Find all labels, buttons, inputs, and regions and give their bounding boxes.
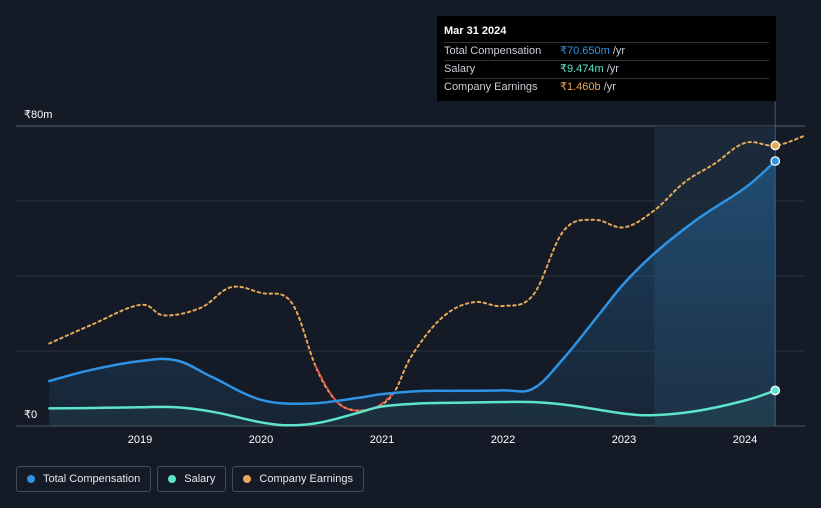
salary-line	[48, 389, 777, 427]
end-markers	[770, 140, 781, 396]
area-fills	[49, 161, 776, 426]
legend-label: Company Earnings	[259, 473, 353, 485]
tooltip-value: ₹70.650m	[560, 45, 610, 57]
series-lines	[48, 134, 807, 427]
tooltip-label: Total Compensation	[444, 45, 542, 57]
hover-tooltip: Mar 31 2024 Total Compensation ₹70.650m …	[437, 16, 776, 101]
total-compensation-marker	[770, 156, 781, 166]
tooltip-date: Mar 31 2024	[444, 25, 507, 37]
tooltip-unit: /yr	[612, 45, 626, 57]
legend-item-salary[interactable]: Salary	[157, 466, 227, 492]
axis-labels: ₹80m ₹0 2019 2020 2021 2022 2023 2024	[24, 109, 757, 446]
tooltip-value: ₹9.474m	[560, 63, 604, 75]
x-tick-2020: 2020	[249, 434, 273, 446]
tooltip-row-company-earnings: Company Earnings ₹1.460b /yr	[444, 78, 769, 96]
legend-dot-icon	[168, 475, 177, 483]
y-axis-max-label: ₹80m	[24, 109, 52, 121]
total-compensation-area	[49, 161, 776, 426]
legend-label: Total Compensation	[43, 473, 141, 485]
legend-label: Salary	[184, 473, 216, 485]
tooltip-value: ₹1.460b	[560, 81, 601, 93]
salary-marker	[770, 385, 781, 396]
salary-area	[49, 390, 776, 426]
x-tick-2022: 2022	[491, 434, 515, 446]
x-tick-2021: 2021	[370, 434, 394, 446]
tooltip-unit: /yr	[606, 63, 619, 75]
legend-dot-icon	[27, 475, 35, 483]
tooltip-label: Company Earnings	[444, 81, 538, 93]
x-tick-2019: 2019	[128, 434, 152, 446]
company-earnings-line	[48, 134, 807, 412]
legend-item-company-earnings[interactable]: Company Earnings	[232, 466, 364, 492]
tooltip-row-salary: Salary ₹9.474m /yr	[444, 60, 769, 78]
x-tick-2024: 2024	[733, 434, 757, 446]
tooltip-label: Salary	[444, 63, 476, 75]
chart-legend: Total Compensation Salary Company Earnin…	[16, 466, 364, 492]
tooltip-unit: /yr	[603, 81, 616, 93]
company-earnings-marker	[770, 140, 781, 151]
company-earnings-low-segment	[314, 365, 396, 412]
legend-item-total-compensation[interactable]: Total Compensation	[16, 466, 152, 492]
x-tick-2023: 2023	[612, 434, 636, 446]
total-compensation-line	[48, 159, 777, 405]
y-axis-zero-label: ₹0	[24, 409, 37, 421]
tooltip-row-total-compensation: Total Compensation ₹70.650m /yr	[444, 42, 769, 60]
legend-dot-icon	[243, 475, 252, 483]
